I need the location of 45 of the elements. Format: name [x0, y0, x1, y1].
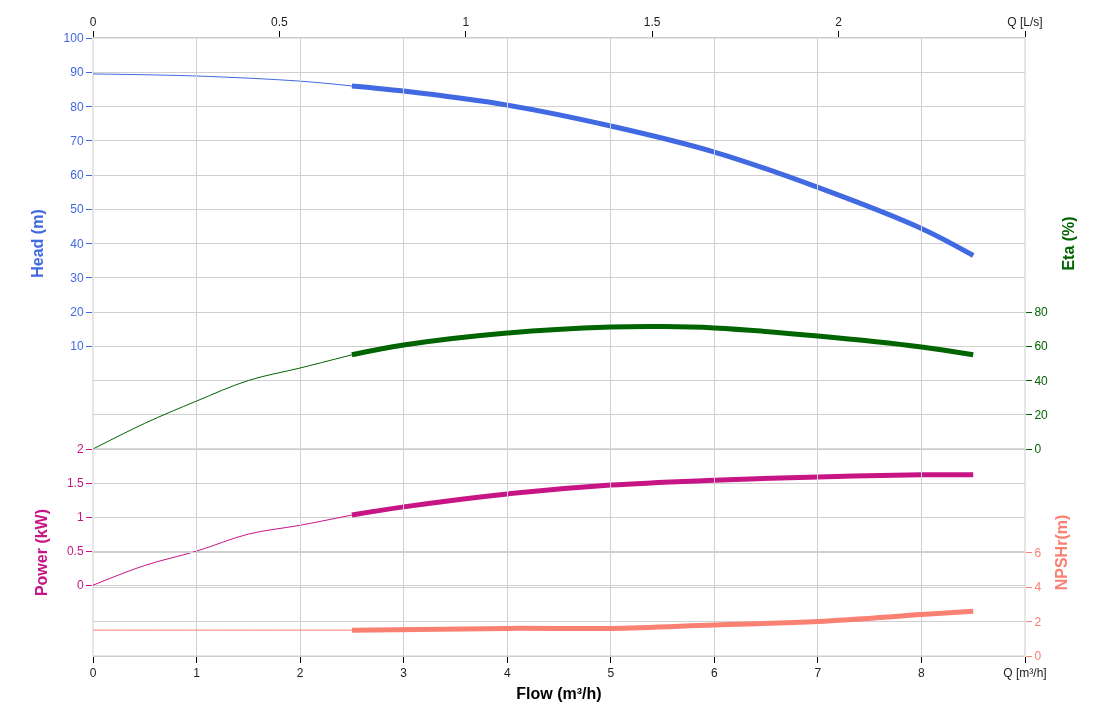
x2-tick-label: 0.5 [271, 15, 289, 30]
y-tick-label: 20 [70, 305, 84, 320]
y-tick-label: 10 [70, 339, 84, 354]
x-tick-label: 2 [296, 666, 304, 681]
x-tick-label: 6 [710, 666, 718, 681]
x-tick-label: 0 [89, 666, 97, 681]
x2-tick-label: 1.5 [643, 15, 661, 30]
x-tick-label: 7 [814, 666, 822, 681]
x-tick-label: Q [m³/h] [1003, 666, 1047, 681]
y-tick-label: 2 [76, 442, 84, 457]
x-tick-label: 8 [918, 666, 926, 681]
y-tick-label: 40 [70, 236, 84, 251]
y-axis-title: Head (m) [29, 209, 47, 278]
x2-tick-label: Q [L/s] [1007, 15, 1043, 30]
y2-axis-title: NPSHr(m) [1053, 514, 1071, 591]
x2-tick-label: 2 [835, 15, 843, 30]
y-tick-label: 0 [76, 578, 84, 593]
y-tick-label: 70 [70, 133, 84, 148]
y-tick-label: 1 [76, 510, 84, 525]
y2-axis-title: Eta (%) [1059, 216, 1077, 271]
y2-tick-label: 4 [1034, 580, 1042, 595]
y-tick-label: 60 [70, 168, 84, 183]
x-tick-label: 3 [400, 666, 408, 681]
y-tick-label: 0.5 [66, 544, 84, 559]
y2-tick-label: 0 [1034, 442, 1042, 457]
y2-tick-label: 20 [1034, 407, 1049, 422]
x2-tick-label: 0 [89, 15, 97, 30]
x-tick-label: 4 [503, 666, 511, 681]
y-tick-label: 50 [70, 202, 84, 217]
y-tick-label: 1.5 [66, 476, 84, 491]
x2-tick-label: 1 [462, 15, 470, 30]
y2-tick-label: 60 [1034, 339, 1049, 354]
x-tick-label: 5 [607, 666, 615, 681]
x-tick-label: 1 [193, 666, 201, 681]
y2-tick-label: 0 [1034, 649, 1042, 664]
y2-tick-label: 2 [1034, 614, 1042, 629]
y-tick-label: 30 [70, 270, 84, 285]
y2-tick-label: 40 [1034, 373, 1049, 388]
y-tick-label: 100 [63, 31, 84, 46]
y-axis-title: Power (kW) [32, 508, 50, 597]
x-axis-title: Flow (m³/h) [516, 685, 602, 703]
y2-tick-label: 80 [1034, 305, 1049, 320]
y2-tick-label: 6 [1034, 545, 1042, 560]
y-tick-label: 80 [70, 99, 84, 114]
y-tick-label: 90 [70, 65, 84, 80]
